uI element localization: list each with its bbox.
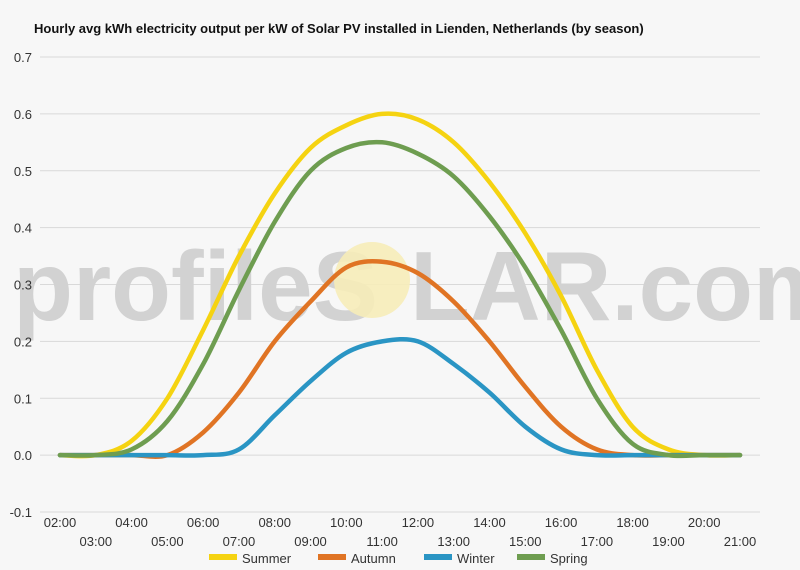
series-line-spring bbox=[57, 139, 743, 459]
y-tick-label: 0.5 bbox=[14, 164, 32, 179]
watermark-text-left: profileS bbox=[13, 231, 378, 341]
y-tick-label: 0.1 bbox=[14, 391, 32, 406]
x-tick-label: 16:00 bbox=[545, 515, 578, 530]
x-tick-label: 02:00 bbox=[44, 515, 77, 530]
x-tick-label: 18:00 bbox=[616, 515, 649, 530]
y-tick-label: 0.0 bbox=[14, 448, 32, 463]
chart-title: Hourly avg kWh electricity output per kW… bbox=[34, 21, 644, 36]
series-line-summer bbox=[57, 111, 743, 459]
x-tick-label: 15:00 bbox=[509, 534, 542, 549]
legend-label-winter: Winter bbox=[457, 551, 495, 566]
legend-swatch-summer bbox=[209, 554, 237, 560]
x-tick-label: 14:00 bbox=[473, 515, 506, 530]
watermark: profileS LAR.com bbox=[13, 231, 800, 341]
series-layer bbox=[57, 111, 743, 460]
legend-swatch-autumn bbox=[318, 554, 346, 560]
axis-layer: -0.1 0.0 0.1 0.2 0.3 0.4 0.5 0.6 0.7 02:0003:0004… bbox=[10, 50, 757, 549]
watermark-sun-icon bbox=[334, 242, 410, 318]
legend: Summer Autumn Winter Spring bbox=[209, 551, 588, 566]
y-tick-label: -0.1 bbox=[10, 505, 32, 520]
x-tick-label: 13:00 bbox=[437, 534, 470, 549]
x-tick-label: 17:00 bbox=[581, 534, 614, 549]
legend-label-spring: Spring bbox=[550, 551, 588, 566]
x-tick-label: 20:00 bbox=[688, 515, 721, 530]
x-tick-label: 19:00 bbox=[652, 534, 685, 549]
x-tick-label: 08:00 bbox=[258, 515, 291, 530]
watermark-text-right: LAR.com bbox=[410, 231, 800, 341]
x-tick-label: 21:00 bbox=[724, 534, 757, 549]
x-tick-label: 09:00 bbox=[294, 534, 327, 549]
x-tick-label: 07:00 bbox=[223, 534, 256, 549]
x-tick-label: 04:00 bbox=[115, 515, 148, 530]
y-tick-label: 0.4 bbox=[14, 221, 32, 236]
x-tick-label: 05:00 bbox=[151, 534, 184, 549]
x-tick-label: 10:00 bbox=[330, 515, 363, 530]
x-tick-label: 11:00 bbox=[366, 534, 398, 549]
y-tick-label: 0.6 bbox=[14, 107, 32, 122]
y-tick-label: 0.3 bbox=[14, 278, 32, 293]
x-tick-label: 12:00 bbox=[402, 515, 435, 530]
legend-swatch-spring bbox=[517, 554, 545, 560]
y-tick-label: 0.7 bbox=[14, 50, 32, 65]
x-tick-label: 06:00 bbox=[187, 515, 220, 530]
legend-label-autumn: Autumn bbox=[351, 551, 396, 566]
series-line-winter bbox=[57, 336, 743, 458]
legend-swatch-winter bbox=[424, 554, 452, 560]
legend-label-summer: Summer bbox=[242, 551, 292, 566]
x-tick-label: 03:00 bbox=[80, 534, 113, 549]
y-tick-label: 0.2 bbox=[14, 334, 32, 349]
